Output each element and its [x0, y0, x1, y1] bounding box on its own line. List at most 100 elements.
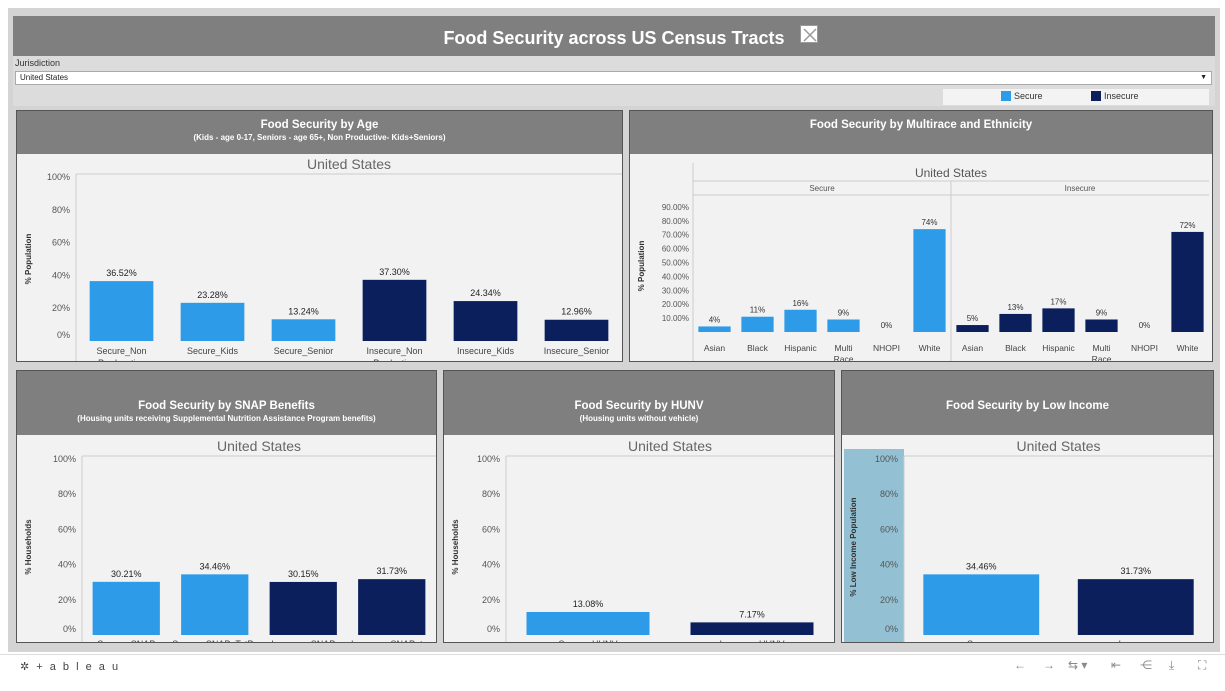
race-value-label: 4% [709, 315, 721, 324]
age-value-label: 12.96% [561, 307, 592, 317]
age-value-label: 36.52% [106, 268, 137, 278]
chart-age: United States % Population 0% 20% 40% 60% 80% 1… [24, 156, 622, 362]
hunv-bar [526, 611, 650, 635]
income-header-label: United States [1016, 438, 1100, 454]
chevron-down-icon[interactable]: ▼ [1200, 74, 1207, 81]
age-value-label: 37.30% [379, 267, 410, 277]
jurisdiction-value: United States [20, 73, 69, 82]
race-category-label: Hispanic [784, 343, 817, 353]
snap-bar [358, 579, 426, 635]
race-bar [913, 229, 946, 332]
race-y-tick-label: 90.00% [662, 203, 689, 212]
panel-snap-subtitle: (Housing units receiving Supplemental Nu… [77, 414, 376, 423]
age-y-tick-label: 0% [57, 330, 70, 340]
age-y-tick-label: 40% [52, 270, 70, 280]
panel-income-title: Food Security by Low Income [946, 400, 1109, 412]
panel-income-header: Food Security by Low Income [842, 371, 1213, 435]
income-y-tick-label: 20% [880, 595, 898, 605]
age-category-label: Secure_Senior [274, 346, 334, 356]
panel-hunv-subtitle: (Housing units without vehicle) [579, 414, 699, 423]
snap-bar [269, 581, 337, 635]
panel-hunv: Food Security by HUNV (Housing units wit… [443, 370, 835, 643]
panel-age: Food Security by Age (Kids - age 0-17, S… [16, 110, 623, 362]
share-icon[interactable]: ⋲ [1140, 658, 1152, 672]
panel-snap-header: Food Security by SNAP Benefits (Housing … [17, 371, 436, 435]
race-y-tick-label: 60.00% [662, 245, 689, 254]
race-bar [956, 325, 989, 332]
race-category-label: Race [1092, 354, 1112, 362]
race-y-tick-label: 70.00% [662, 231, 689, 240]
age-y-tick-label: 20% [52, 303, 70, 313]
age-y-tick-label: 80% [52, 205, 70, 215]
income-axis-band [844, 449, 904, 642]
race-header-label: United States [915, 166, 987, 180]
age-category-label: Productive [373, 358, 416, 362]
race-y-tick-label: 10.00% [662, 314, 689, 323]
age-category-label: Insecure_Senior [544, 346, 610, 356]
snap-y-tick-label: 60% [58, 524, 76, 534]
snap-y-tick-label: 80% [58, 489, 76, 499]
race-value-label: 5% [967, 314, 979, 323]
hunv-y-tick-label: 20% [482, 595, 500, 605]
age-header-strip [76, 157, 622, 171]
race-category-label: White [919, 343, 941, 353]
race-value-label: 72% [1179, 221, 1195, 230]
snap-y-axis-title: % Households [24, 519, 33, 575]
panel-hunv-header: Food Security by HUNV (Housing units wit… [444, 371, 834, 435]
race-bar [784, 309, 817, 332]
panel-race-title: Food Security by Multirace and Ethnicity [809, 119, 1033, 131]
income-y-tick-label: 100% [875, 454, 898, 464]
race-value-label: 0% [881, 321, 893, 330]
age-category-label: Insecure_Non [366, 346, 422, 356]
snap-category-label: Secure_SNAP_TotP.. [172, 639, 257, 643]
dashboard-title: Food Security across US Census Tracts [443, 28, 785, 48]
legend-label-secure: Secure [1014, 91, 1043, 101]
snap-y-tick-label: 40% [58, 560, 76, 570]
snap-y-tick-label: 20% [58, 595, 76, 605]
snap-value-label: 34.46% [199, 561, 230, 571]
race-value-label: 17% [1050, 297, 1066, 306]
race-value-label: 9% [1096, 308, 1108, 317]
tableau-logo[interactable]: ✲ + a b l e a u [20, 660, 120, 673]
hunv-value-label: 13.08% [573, 599, 604, 609]
snap-bar [181, 574, 249, 635]
hunv-y-tick-label: 100% [477, 454, 500, 464]
snap-y-tick-label: 0% [63, 624, 76, 634]
income-y-tick-label: 40% [880, 560, 898, 570]
snap-value-label: 31.73% [376, 566, 407, 576]
jurisdiction-label: Jurisdiction [15, 58, 61, 68]
first-page-icon[interactable]: ⇤ [1111, 658, 1122, 672]
race-value-label: 16% [792, 299, 808, 308]
jurisdiction-dropdown[interactable]: United States ▼ [15, 71, 1212, 85]
panel-hunv-title: Food Security by HUNV [574, 400, 704, 412]
hunv-header-strip [506, 439, 834, 453]
undo-icon[interactable]: ← [1014, 658, 1026, 672]
legend-item-secure[interactable]: Secure [1001, 91, 1043, 101]
snap-category-label: Insecure_SNAP [271, 639, 335, 643]
income-y-tick-label: 60% [880, 524, 898, 534]
hunv-y-tick-label: 40% [482, 560, 500, 570]
snap-category-label: Insecure_SNAP_to.. [351, 639, 433, 643]
fullscreen-icon[interactable]: ⛶ [1198, 658, 1207, 672]
legend-item-insecure[interactable]: Insecure [1091, 91, 1139, 101]
race-category-label: Black [747, 343, 769, 353]
tableau-toolbar: ✲ + a b l e a u ← → ⇆ ▾ ⇤ ⋲ ⤓ ⛶ [0, 654, 1225, 691]
hunv-y-tick-label: 80% [482, 489, 500, 499]
age-bar [271, 319, 336, 341]
race-y-tick-label: 30.00% [662, 286, 689, 295]
race-bar [741, 316, 774, 332]
panel-snap-title: Food Security by SNAP Benefits [138, 400, 315, 412]
race-bar [1171, 231, 1204, 332]
race-y-tick-label: 50.00% [662, 259, 689, 268]
race-value-label: 74% [921, 218, 937, 227]
race-category-label: Multi [1093, 343, 1111, 353]
close-icon[interactable] [800, 25, 818, 43]
race-value-label: 11% [750, 306, 765, 315]
legend-label-insecure: Insecure [1104, 91, 1139, 101]
age-bar [544, 319, 609, 341]
redo-icon[interactable]: → [1043, 658, 1055, 672]
revert-icon[interactable]: ⇆ ▾ [1068, 658, 1088, 672]
download-icon[interactable]: ⤓ [1169, 658, 1175, 672]
race-bar [1042, 308, 1075, 332]
tableau-viz: Food Security across US Census Tracts Ju… [8, 8, 1220, 652]
